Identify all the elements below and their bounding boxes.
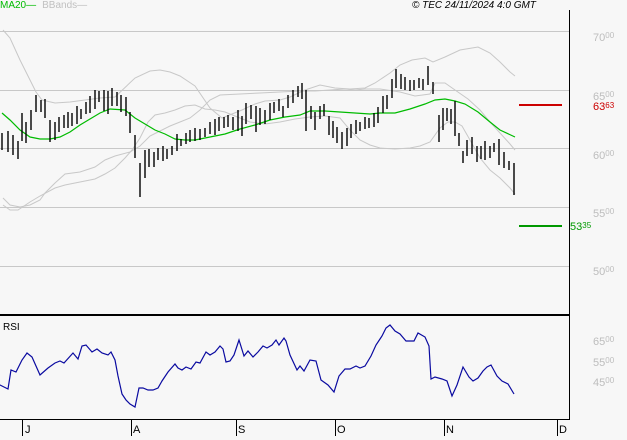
- price-axis-5500: 5500: [593, 207, 615, 220]
- month-label-a: A: [133, 424, 141, 436]
- month-label-d: D: [559, 424, 567, 436]
- month-label-o: O: [337, 424, 346, 436]
- month-label-n: N: [446, 424, 454, 436]
- price-axis-7000: 7000: [593, 31, 615, 44]
- bollinger-bands: [2, 29, 516, 211]
- month-label-j: J: [25, 424, 31, 436]
- legend-bbands: BBands—: [42, 0, 88, 11]
- rsi-title: RSI: [3, 322, 20, 333]
- rsi-axis-65: 6500: [593, 335, 615, 348]
- chart-legend: MA20— BBands—: [0, 0, 87, 12]
- price-axis-5000: 5000: [593, 265, 615, 278]
- support-label: 5335: [570, 221, 592, 233]
- rsi-axis-55: 5500: [593, 356, 615, 369]
- ma20-line: [1, 98, 516, 141]
- rsi-line: [0, 324, 515, 408]
- rsi-axis-45: 4500: [593, 376, 615, 389]
- resistance-label: 6363: [593, 101, 615, 113]
- copyright-timestamp: © TEC 24/11/2024 4:0 GMT: [412, 0, 536, 11]
- month-ticks: [22, 419, 558, 436]
- price-bars: [1, 66, 515, 197]
- price-axis-6000: 6000: [593, 149, 615, 162]
- bbands-swatch-icon: —: [77, 0, 88, 11]
- month-label-s: S: [238, 424, 246, 436]
- ma20-swatch-icon: —: [26, 0, 37, 11]
- price-gridlines: [0, 31, 569, 267]
- legend-ma20: MA20—: [0, 0, 37, 11]
- price-axis-6500: 6500: [593, 90, 615, 103]
